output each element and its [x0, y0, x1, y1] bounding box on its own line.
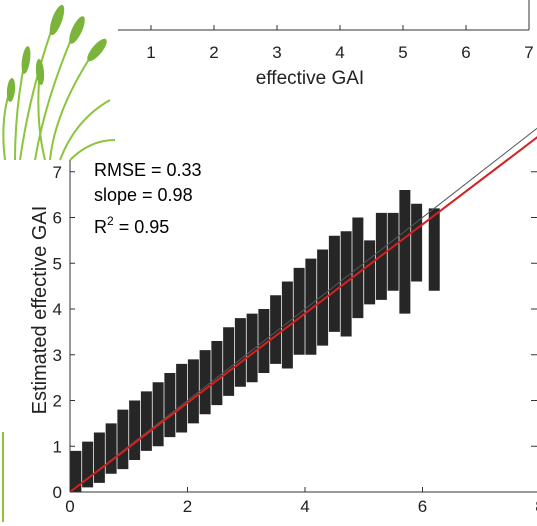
- y-tick-label: 7: [53, 163, 62, 182]
- y-tick-label: 2: [53, 392, 62, 411]
- fit-line: [69, 127, 537, 493]
- x-tick-label: 5: [398, 43, 407, 62]
- x-tick-label: 2: [183, 497, 192, 516]
- x-tick-label: 3: [272, 43, 281, 62]
- x-tick-label: 0: [65, 497, 74, 516]
- annotation: R2 = 0.95: [94, 214, 169, 237]
- y-axis-label: Estimated effective GAI: [29, 206, 51, 415]
- y-tick-label: 1: [53, 437, 62, 456]
- wheat-illustration: [0, 0, 118, 161]
- fit-line: [69, 136, 537, 493]
- x-tick-label: 7: [524, 43, 533, 62]
- x-tick-label: 1: [146, 43, 155, 62]
- x-tick-label: 8: [535, 497, 537, 516]
- annotation: slope = 0.98: [94, 185, 193, 205]
- x-axis-label: effective GAI: [256, 68, 364, 89]
- x-tick-label: 4: [335, 43, 344, 62]
- x-tick-label: 2: [209, 43, 218, 62]
- x-tick-label: 6: [461, 43, 470, 62]
- y-tick-label: 5: [53, 254, 62, 273]
- r2-sup: 2: [107, 214, 114, 228]
- annotation: RMSE = 0.33: [94, 160, 202, 180]
- r2-base: R: [94, 217, 107, 237]
- r2-rest: = 0.95: [114, 217, 170, 237]
- y-tick-label: 6: [53, 209, 62, 228]
- y-tick-label: 4: [53, 300, 62, 319]
- x-tick-label: 6: [418, 497, 427, 516]
- y-tick-label: 0: [53, 483, 62, 502]
- y-tick-label: 3: [53, 346, 62, 365]
- x-tick-label: 4: [300, 497, 309, 516]
